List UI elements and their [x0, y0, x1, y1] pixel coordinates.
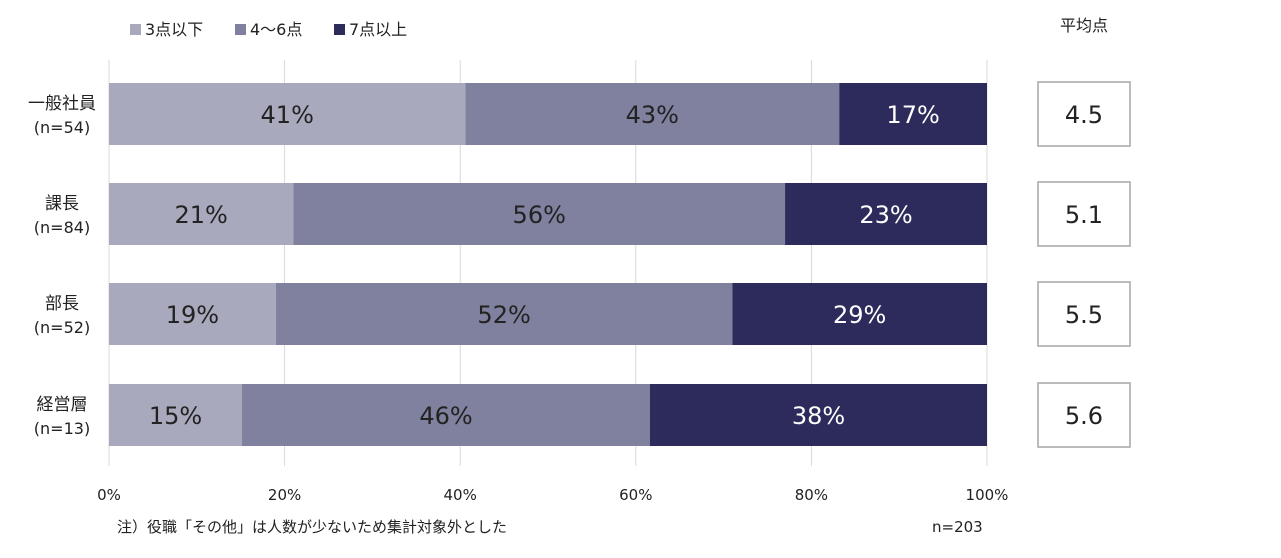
bar-segment-1-1 — [109, 83, 466, 145]
average-box-1 — [1037, 81, 1131, 147]
data-label-2-3: 23% — [859, 201, 912, 229]
bar-segment-2-1 — [109, 183, 294, 245]
bar-segment-1-3 — [839, 83, 987, 145]
x-tick-label-20: 20% — [268, 486, 301, 504]
category-count-4: (n=13) — [34, 419, 90, 438]
data-label-3-3: 29% — [833, 301, 886, 329]
average-panel: 平均点 4.5 5.1 5.5 5.6 — [1037, 16, 1131, 448]
total-n-label: n=203 — [932, 518, 983, 536]
data-label-3-1: 19% — [166, 301, 219, 329]
data-label-4-1: 15% — [149, 402, 202, 430]
legend-swatch-2 — [235, 24, 246, 35]
legend: 3点以下 4～6点 7点以上 — [130, 20, 407, 39]
data-label-1-2: 43% — [626, 101, 679, 129]
category-count-3: (n=52) — [34, 318, 90, 337]
x-tick-label-0: 0% — [97, 486, 121, 504]
x-axis-ticks: 0% 20% 40% 60% 80% 100% — [97, 486, 1008, 504]
category-label-3: 部長 — [45, 294, 79, 314]
bar-segment-2-3 — [785, 183, 987, 245]
average-value-4: 5.6 — [1065, 402, 1103, 430]
average-box-4 — [1037, 382, 1131, 448]
legend-swatch-1 — [130, 24, 141, 35]
footnote: 注）役職「その他」は人数が少ないため集計対象外とした — [117, 518, 507, 536]
data-label-2-1: 21% — [175, 201, 228, 229]
average-value-3: 5.5 — [1065, 301, 1103, 329]
data-label-2-2: 56% — [513, 201, 566, 229]
bar-segment-4-2 — [242, 384, 650, 446]
average-box-3 — [1037, 281, 1131, 347]
data-label-3-2: 52% — [477, 301, 530, 329]
legend-label-3: 7点以上 — [349, 20, 407, 39]
legend-label-1: 3点以下 — [145, 20, 203, 39]
bar-segment-4-3 — [649, 384, 987, 446]
data-label-4-2: 46% — [419, 402, 472, 430]
data-label-4-3: 38% — [792, 402, 845, 430]
category-count-2: (n=84) — [34, 218, 90, 237]
average-value-2: 5.1 — [1065, 201, 1103, 229]
bar-segment-3-1 — [109, 283, 276, 345]
x-tick-label-60: 60% — [619, 486, 652, 504]
x-tick-label-100: 100% — [966, 486, 1009, 504]
average-title: 平均点 — [1060, 16, 1108, 35]
category-labels: 一般社員 (n=54) 課長 (n=84) 部長 (n=52) 経営層 (n=13) — [28, 94, 96, 438]
x-tick-label-40: 40% — [444, 486, 477, 504]
average-value-1: 4.5 — [1065, 101, 1103, 129]
bar-segment-4-1 — [109, 384, 243, 446]
bar-segment-3-2 — [275, 283, 733, 345]
category-label-2: 課長 — [45, 194, 79, 214]
category-count-1: (n=54) — [34, 118, 90, 137]
data-label-1-1: 41% — [261, 101, 314, 129]
legend-label-2: 4～6点 — [250, 20, 302, 39]
bar-segment-1-2 — [465, 83, 840, 145]
category-label-1: 一般社員 — [28, 94, 96, 114]
legend-swatch-3 — [334, 24, 345, 35]
category-label-4: 経営層 — [37, 395, 88, 415]
data-label-1-3: 17% — [886, 101, 939, 129]
bar-segment-3-3 — [732, 283, 987, 345]
average-box-2 — [1037, 181, 1131, 247]
x-tick-label-80: 80% — [795, 486, 828, 504]
bars: 41% 43% 17% 21% 56% 23% 19% 52% 29% 15% 46% 38% — [109, 83, 987, 446]
bar-segment-2-2 — [293, 183, 786, 245]
